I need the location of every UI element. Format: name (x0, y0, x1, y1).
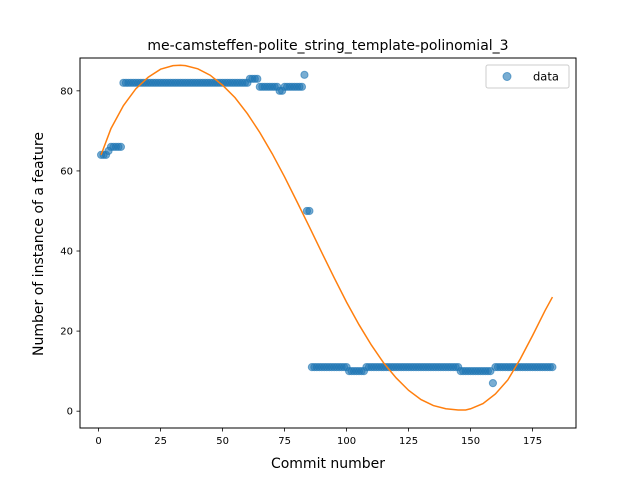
legend-label: data (533, 70, 559, 84)
data-point (297, 82, 307, 91)
x-tick-label: 75 (278, 436, 291, 447)
x-tick-label: 100 (337, 436, 356, 447)
y-tick-label: 80 (60, 86, 73, 97)
y-tick-label: 60 (60, 166, 73, 177)
y-tick-label: 20 (60, 327, 73, 338)
x-tick-label: 0 (95, 436, 101, 447)
data-point (253, 74, 262, 83)
data-point (548, 363, 557, 372)
plot-frame (79, 57, 577, 429)
x-tick-label: 175 (523, 436, 542, 447)
y-axis-label: Number of instance of a feature (31, 132, 47, 356)
data-point (488, 379, 498, 388)
y-tick-label: 40 (60, 247, 73, 258)
legend-marker (502, 72, 512, 81)
x-tick-label: 50 (216, 436, 229, 447)
x-axis-label: Commit number (271, 456, 385, 472)
chart-title: me-camsteffen-polite_string_template-pol… (147, 38, 508, 54)
x-tick-label: 25 (154, 436, 167, 447)
y-tick-label: 0 (67, 407, 73, 418)
data-point (300, 70, 309, 79)
x-tick-label: 125 (399, 436, 418, 447)
data-point (305, 206, 314, 216)
x-tick-label: 150 (461, 436, 480, 447)
legend-box (485, 64, 570, 89)
data-point (116, 142, 126, 151)
fit-line (100, 64, 554, 411)
